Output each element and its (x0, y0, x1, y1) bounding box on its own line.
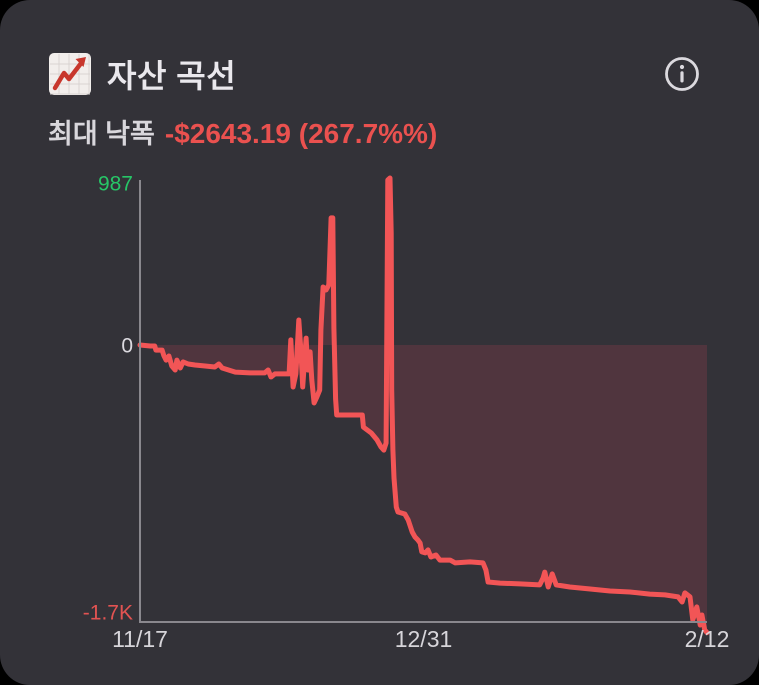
equity-line (137, 175, 710, 636)
info-button[interactable] (662, 54, 702, 94)
y-tick-label: -1.7K (83, 602, 133, 625)
x-tick-label: 12/31 (395, 626, 453, 652)
max-drawdown-row: 최대 낙폭 -$2643.19 (267.7%%) (48, 112, 437, 151)
y-tick-label: 987 (98, 173, 133, 196)
x-tick-label: 11/17 (112, 626, 168, 652)
x-axis-ticks: 11/17 12/31 2/12 (112, 626, 729, 652)
info-icon (665, 57, 699, 91)
drawdown-fill-area (140, 178, 707, 633)
x-tick-label: 2/12 (685, 626, 730, 652)
card-header: 자산 곡선 (48, 52, 711, 96)
page-title: 자산 곡선 (107, 58, 237, 94)
max-drawdown-value: -$2643.19 (267.7%%) (164, 118, 438, 149)
y-axis-ticks: 987 0 -1.7K (83, 173, 133, 625)
chart-increasing-icon (49, 53, 91, 95)
y-tick-label: 0 (121, 335, 133, 358)
max-drawdown-label: 최대 낙폭 (48, 119, 155, 149)
